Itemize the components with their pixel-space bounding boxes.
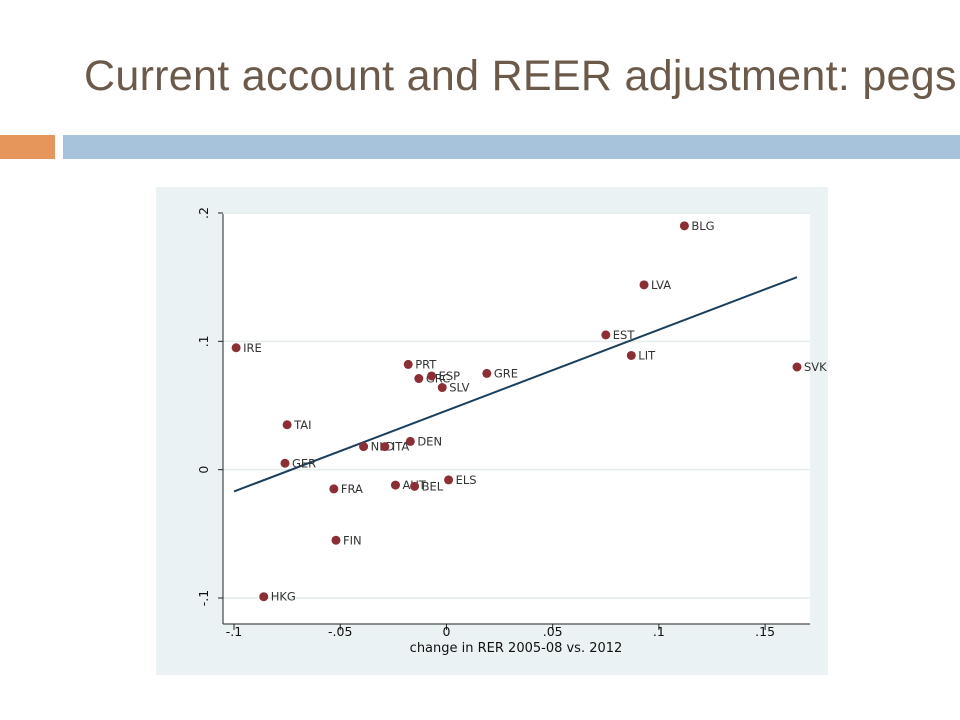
point-label-ger: GER	[292, 456, 316, 470]
data-point-den	[405, 436, 415, 446]
x-axis-title: change in RER 2005-08 vs. 2012	[410, 641, 623, 656]
point-label-gre: GRE	[494, 366, 518, 380]
y-tick-label: -.1	[196, 590, 211, 606]
accent-bar-blue	[63, 135, 960, 159]
data-point-fra	[329, 484, 339, 494]
x-tick-label: -.05	[328, 624, 352, 639]
data-point-hkg	[259, 592, 269, 602]
x-tick-label: .05	[543, 624, 563, 639]
point-label-ire: IRE	[243, 341, 262, 355]
point-label-hkg: HKG	[271, 590, 296, 604]
data-point-esp	[427, 371, 437, 381]
x-tick-label: .1	[653, 624, 665, 639]
data-point-slv	[437, 383, 447, 393]
y-tick-label: .2	[196, 207, 211, 219]
point-label-est: EST	[613, 328, 636, 342]
point-layer: BLGLVAESTLITSVKIREPRTGRCESPSLVGRETAINLDI…	[231, 219, 827, 604]
data-point-grc	[414, 374, 424, 384]
data-point-blg	[679, 221, 689, 231]
y-tick-label: 0	[196, 466, 211, 474]
point-label-den: DEN	[417, 434, 442, 448]
point-label-fra: FRA	[341, 482, 363, 496]
accent-bar-orange	[0, 135, 55, 159]
data-point-aut	[390, 480, 400, 490]
point-label-svk: SVK	[804, 360, 827, 374]
data-point-gre	[482, 368, 492, 378]
point-label-bel: BEL	[422, 479, 444, 493]
point-label-tai: TAI	[293, 418, 311, 432]
point-label-prt: PRT	[415, 357, 437, 371]
point-label-ita: ITA	[392, 440, 410, 454]
point-label-fin: FIN	[343, 533, 362, 547]
data-point-ire	[231, 343, 241, 353]
data-point-els	[444, 475, 454, 485]
point-label-slv: SLV	[449, 381, 469, 395]
plot-area	[223, 214, 810, 624]
point-label-lva: LVA	[651, 278, 671, 292]
point-label-blg: BLG	[691, 219, 714, 233]
slide-title: Current account and REER adjustment: peg…	[84, 52, 957, 100]
data-point-lva	[639, 280, 649, 290]
grid-layer	[223, 212, 810, 599]
data-point-lit	[626, 350, 636, 360]
fit-line	[233, 276, 798, 493]
data-point-est	[601, 330, 611, 340]
x-tick-label: 0	[442, 624, 450, 639]
data-point-bel	[410, 481, 420, 491]
data-point-tai	[282, 420, 292, 430]
data-point-prt	[403, 359, 413, 369]
data-point-nld	[359, 442, 369, 452]
point-label-els: ELS	[456, 473, 477, 487]
scatter-chart: -.1 0 .1 .2 -.1 -.05 0 .05 .1 .15 BLG LVA EST LIT SVK…	[156, 187, 828, 675]
data-point-ger	[280, 458, 290, 468]
data-point-ita	[380, 442, 390, 452]
fit-line-layer	[233, 276, 798, 493]
x-tick-label: .15	[755, 624, 775, 639]
axis-layer: -.1 0 .1 .2 -.1 -.05 0 .05 .1 .15	[196, 207, 810, 639]
data-point-fin	[331, 535, 341, 545]
data-point-svk	[792, 362, 802, 372]
point-label-esp: ESP	[439, 369, 461, 383]
x-tick-label: -.1	[226, 624, 242, 639]
y-tick-label: .1	[196, 335, 211, 347]
point-label-lit: LIT	[638, 348, 656, 362]
